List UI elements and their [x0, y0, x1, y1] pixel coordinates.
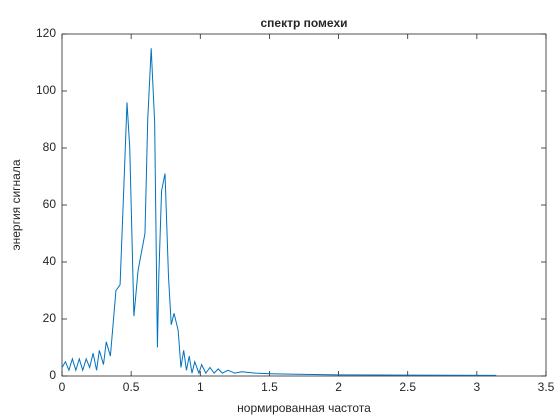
x-tick-label: 2 [335, 380, 342, 394]
axes-box [61, 33, 547, 377]
y-tick-label: 40 [43, 254, 57, 268]
y-tick-label: 120 [36, 26, 56, 40]
x-tick-label: 0.5 [123, 380, 140, 394]
x-tick-label: 0 [59, 380, 66, 394]
x-tick-label: 1 [197, 380, 204, 394]
y-tick-label: 20 [43, 311, 57, 325]
x-tick-label: 3.5 [538, 380, 555, 394]
y-axis-label: энергия сигнала [9, 159, 23, 250]
chart-title: спектр помехи [260, 16, 347, 30]
y-tick-label: 60 [43, 197, 57, 211]
x-axis-label: нормированная частота [237, 401, 371, 415]
line-series [61, 48, 497, 376]
y-tick-label: 100 [36, 83, 56, 97]
y-tick-label: 80 [43, 140, 57, 154]
x-tick-label: 3 [474, 380, 481, 394]
x-tick-label: 1.5 [261, 380, 278, 394]
y-tick-label: 0 [49, 368, 56, 382]
x-tick-label: 2.5 [399, 380, 416, 394]
